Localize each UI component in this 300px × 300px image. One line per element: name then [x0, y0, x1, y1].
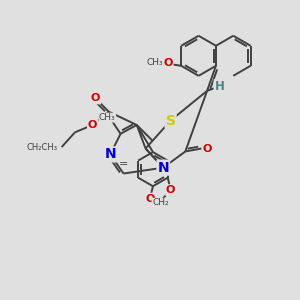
- Text: S: S: [166, 114, 176, 128]
- Text: CH₃: CH₃: [146, 58, 163, 67]
- Text: O: O: [145, 194, 155, 204]
- Text: N: N: [158, 161, 169, 175]
- Text: H: H: [214, 80, 224, 93]
- Text: CH₂: CH₂: [152, 198, 169, 207]
- Text: O: O: [203, 143, 212, 154]
- Text: O: O: [163, 58, 173, 68]
- Text: N: N: [104, 147, 116, 161]
- Text: O: O: [91, 94, 100, 103]
- Text: =: =: [119, 159, 128, 169]
- Text: O: O: [166, 185, 175, 195]
- Text: O: O: [88, 120, 97, 130]
- Text: CH₂CH₃: CH₂CH₃: [26, 142, 57, 152]
- Text: CH₃: CH₃: [99, 113, 116, 122]
